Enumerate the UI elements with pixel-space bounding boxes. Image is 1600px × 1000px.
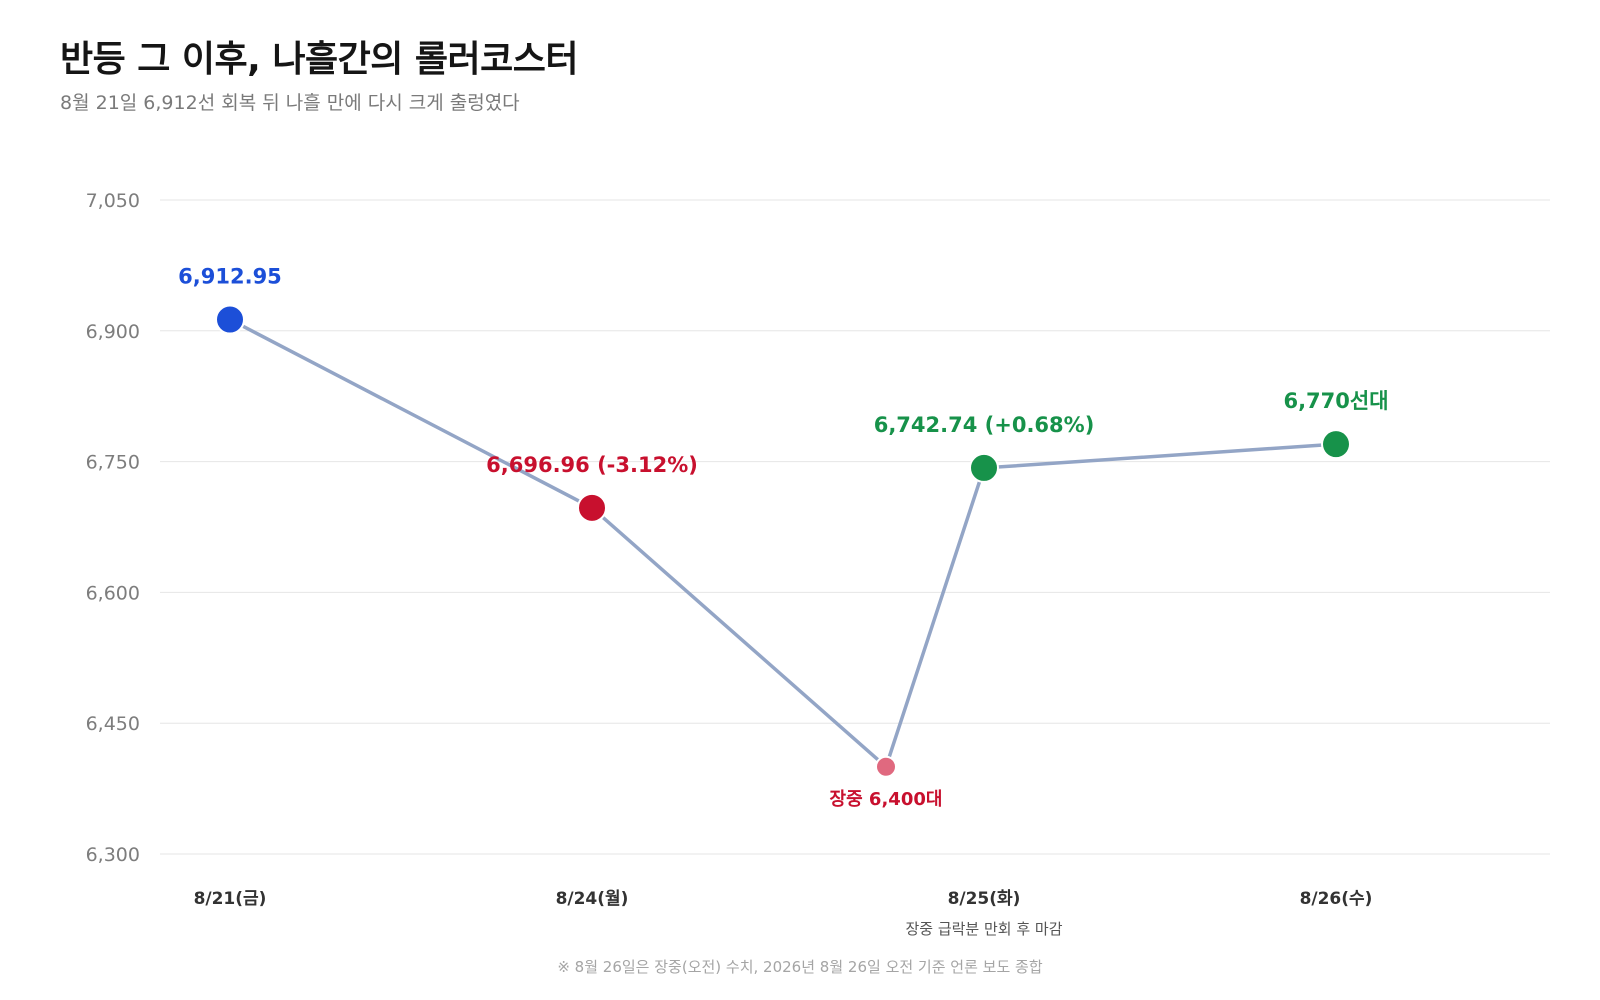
y-tick-label: 7,050 (86, 190, 140, 212)
x-tick-label: 8/21(금) (194, 889, 267, 909)
data-label: 6,912.95 (178, 265, 282, 289)
y-tick-label: 6,600 (86, 582, 140, 604)
data-point (969, 452, 999, 483)
data-label: 6,696.96 (-3.12%) (486, 453, 698, 477)
data-point (215, 304, 245, 335)
intraday-low-point (875, 755, 897, 778)
y-tick-label: 6,750 (86, 452, 140, 474)
x-tick-label: 8/25(화) (948, 889, 1021, 909)
data-label: 장중 6,400대 (830, 789, 943, 810)
chart-title: 반등 그 이후, 나흘간의 롤러코스터 (60, 39, 579, 80)
data-label: 6,770선대 (1283, 389, 1388, 413)
chart-footnote: ※ 8월 26일은 장중(오전) 수치, 2026년 8월 26일 오전 기준 … (557, 958, 1043, 976)
x-tick-note: 장중 급락분 만회 후 마감 (905, 920, 1062, 938)
y-tick-label: 6,450 (86, 713, 140, 735)
x-tick-label: 8/26(수) (1300, 889, 1373, 909)
x-tick-label: 8/24(월) (556, 889, 629, 909)
chart-subtitle: 8월 21일 6,912선 회복 뒤 나흘 만에 다시 크게 출렁였다 (60, 92, 520, 115)
data-point (577, 492, 607, 523)
y-tick-label: 6,900 (86, 321, 140, 343)
chart-header: 반등 그 이후, 나흘간의 롤러코스터 8월 21일 6,912선 회복 뒤 나… (60, 38, 1540, 116)
series-line (228, 317, 1338, 769)
data-label: 6,742.74 (+0.68%) (874, 413, 1095, 437)
data-point (1321, 429, 1351, 460)
y-tick-label: 6,300 (86, 844, 140, 866)
